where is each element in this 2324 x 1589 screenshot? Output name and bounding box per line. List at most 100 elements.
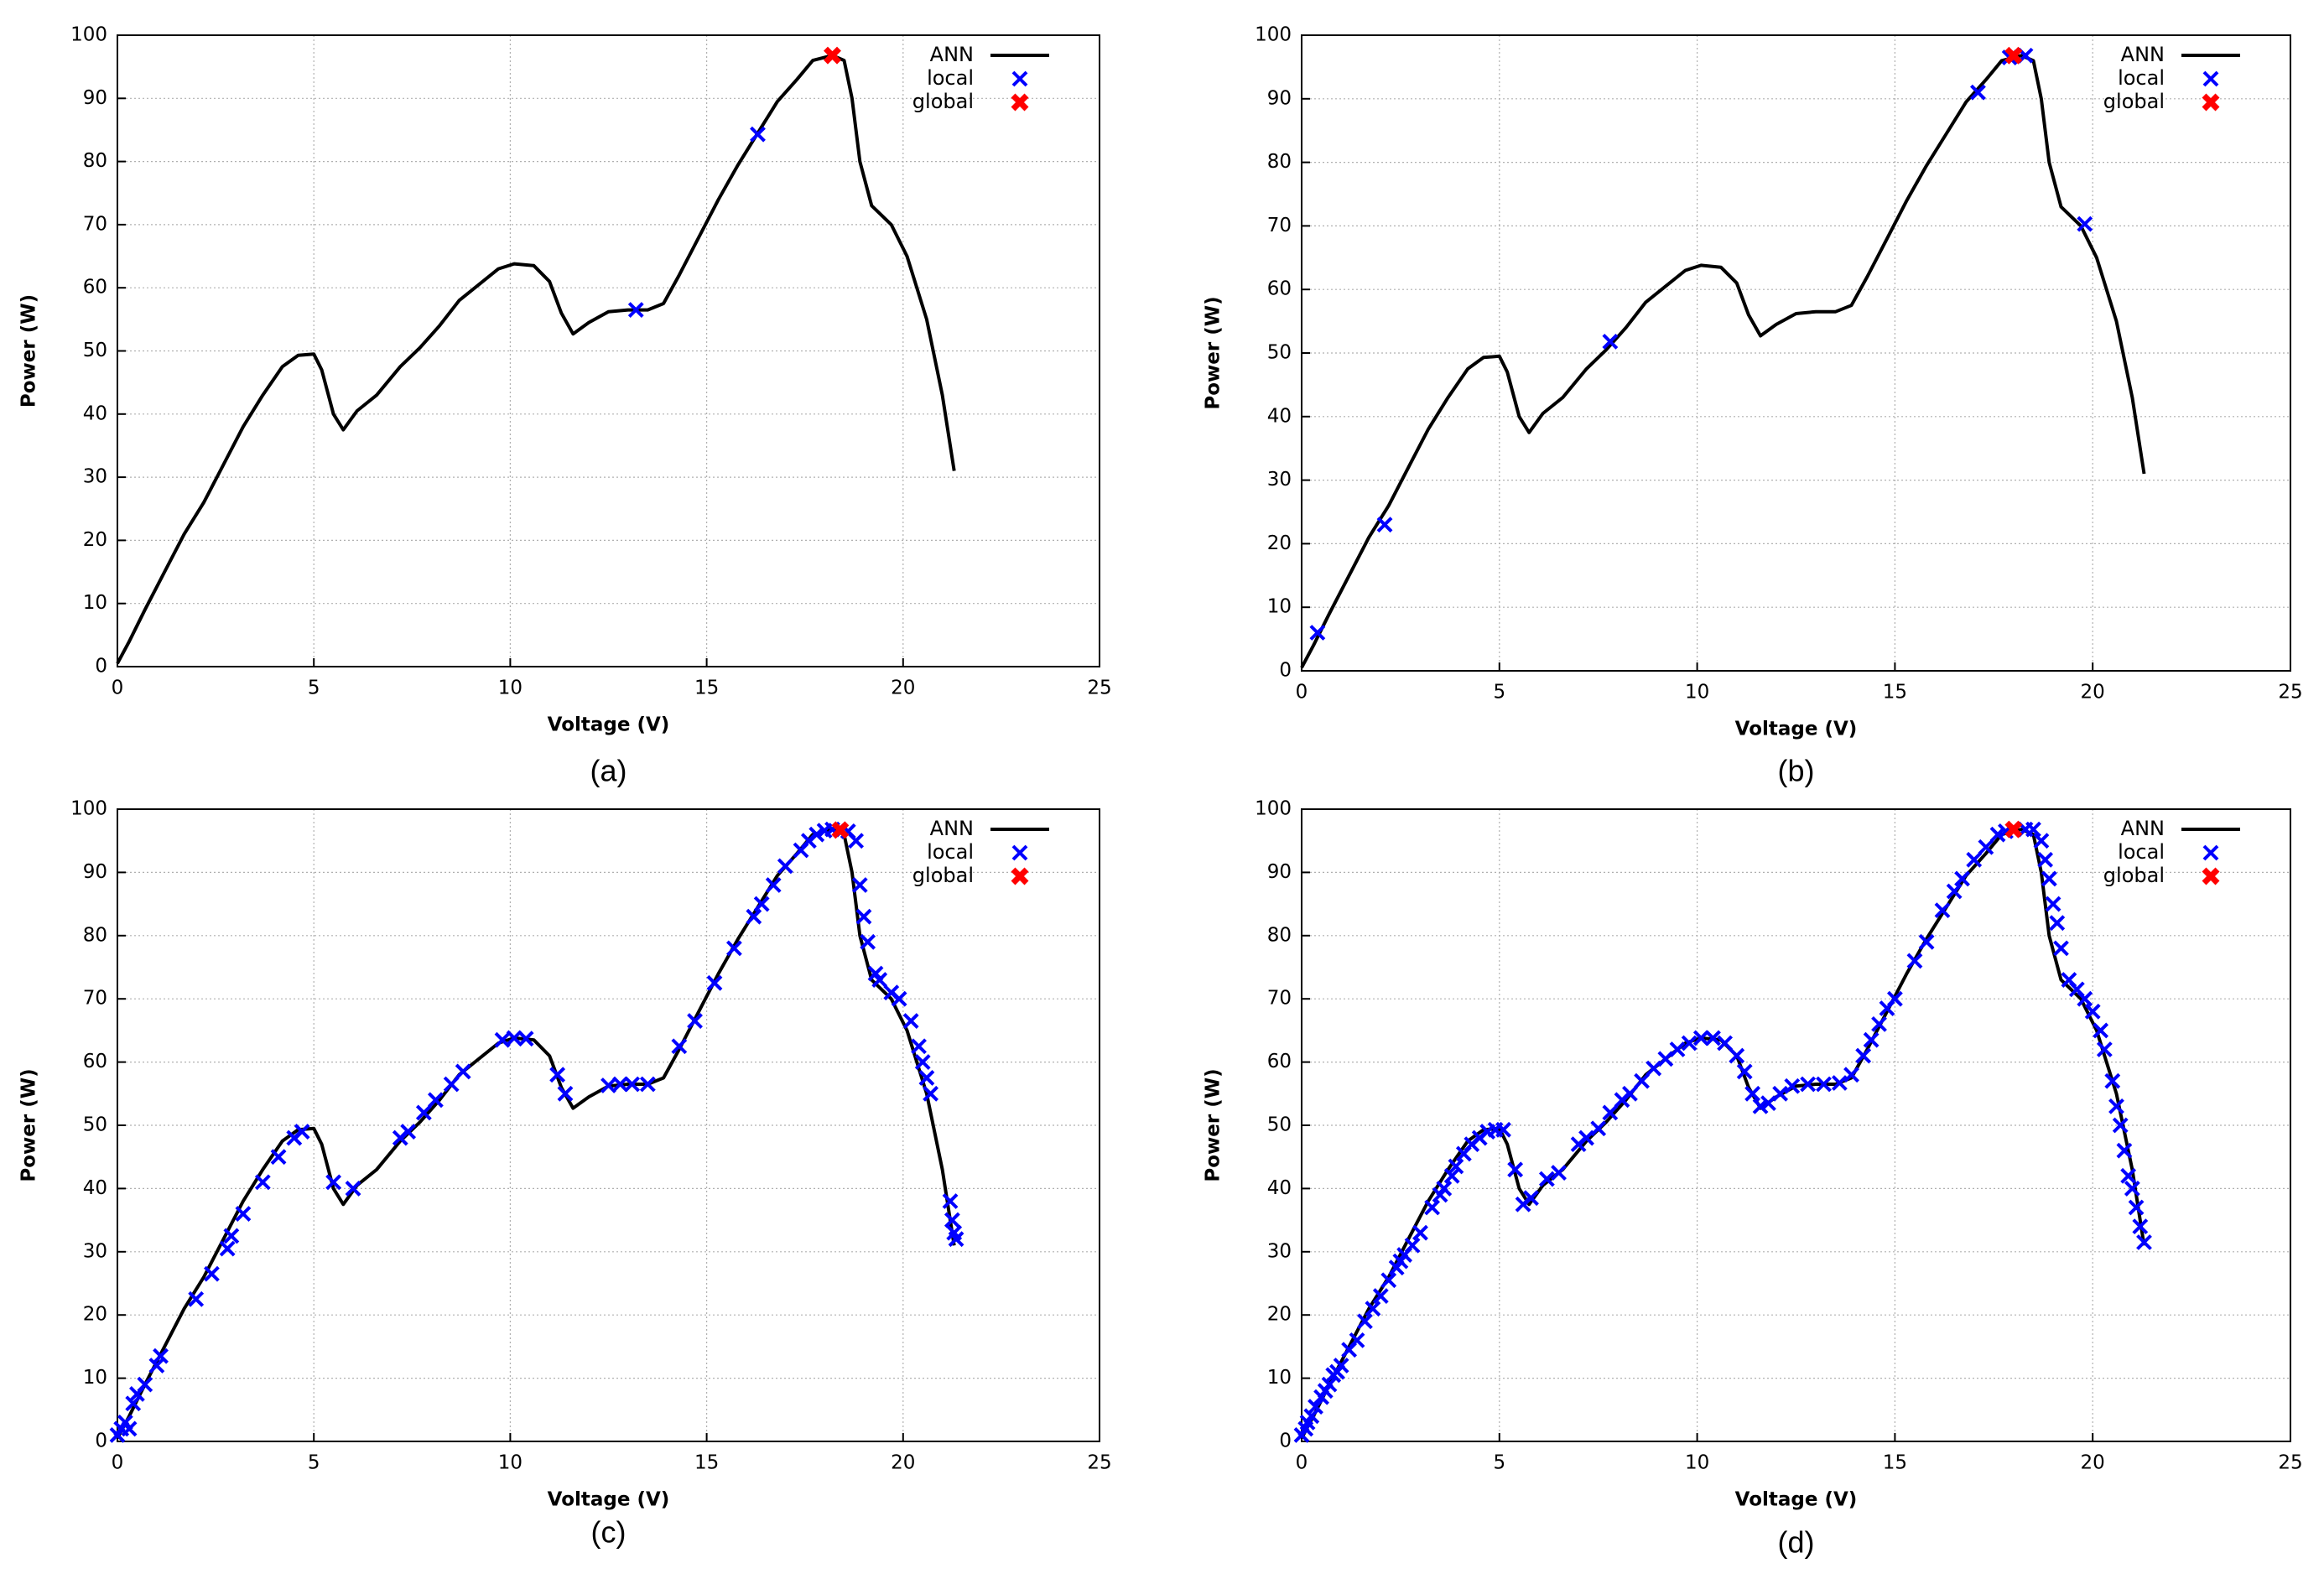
data-point [750, 126, 766, 143]
data-point [400, 1124, 417, 1140]
data-point [914, 1054, 931, 1071]
x-tick-label: 0 [112, 678, 124, 699]
data-point [204, 1265, 220, 1282]
data-point [911, 1038, 927, 1055]
data-point [1590, 1120, 1607, 1137]
data-point [1934, 902, 1951, 919]
data-point [1523, 1190, 1539, 1207]
data-point [1978, 839, 1994, 855]
data-point [1448, 1158, 1464, 1175]
y-tick-label: 10 [83, 1367, 107, 1389]
data-point [2033, 833, 2050, 849]
x-tick-label: 0 [1296, 682, 1308, 704]
data-point [1681, 1035, 1698, 1052]
data-point [2077, 216, 2093, 232]
plot-frame [117, 34, 1100, 667]
y-tick-label: 0 [1279, 660, 1292, 682]
x-tick-label: 15 [694, 678, 719, 699]
data-point [1831, 1075, 1848, 1091]
y-tick-label: 70 [1267, 215, 1292, 236]
y-axis-label: Power (W) [18, 294, 40, 408]
legend-label: local [2118, 66, 2165, 90]
data-point [1954, 870, 1970, 887]
data-point [871, 972, 888, 988]
data-point [153, 1348, 169, 1364]
x-tick-label: 5 [1493, 1452, 1505, 1474]
data-point [1321, 1376, 1338, 1393]
y-tick-label: 70 [1267, 988, 1292, 1010]
data-point [725, 940, 742, 957]
y-tick-label: 30 [1267, 1240, 1292, 1262]
x-tick-label: 15 [1883, 682, 1907, 704]
data-point [1602, 1104, 1619, 1121]
data-point [2116, 1142, 2133, 1159]
data-point [2004, 820, 2023, 839]
data-point [1800, 1076, 1817, 1093]
y-tick-label: 10 [83, 592, 107, 614]
data-point [1657, 1051, 1674, 1067]
ann-line [116, 54, 956, 665]
data-point [687, 1013, 703, 1030]
y-tick-label: 100 [1255, 24, 1292, 46]
data-point [219, 1240, 236, 1257]
x-axis-label: Voltage (V) [548, 714, 670, 736]
y-tick-label: 90 [83, 87, 107, 109]
y-tick-label: 50 [83, 340, 107, 361]
chart: 0 10 20 30 40 50 60 70 80 90 100 0 5 10 15 20 25 Voltage … [1203, 798, 2303, 1560]
y-tick-label: 80 [1267, 151, 1292, 173]
data-point [1966, 851, 1983, 868]
x-tick-label: 5 [308, 678, 320, 699]
legend-swatch [2202, 93, 2220, 112]
x-tick-label: 20 [2081, 1452, 2105, 1474]
x-tick-label: 10 [498, 678, 523, 699]
y-tick-label: 50 [1267, 1114, 1292, 1136]
data-point [1404, 1237, 1421, 1254]
data-point [848, 833, 865, 849]
x-tick-label: 5 [1493, 682, 1505, 704]
chart: 0 10 20 30 40 50 60 70 80 90 100 0 5 10 15 20 25 Voltage … [18, 24, 1112, 788]
legend-label: local [927, 840, 974, 864]
y-tick-label: 30 [1267, 469, 1292, 491]
data-point [1349, 1332, 1365, 1348]
legend-label: ANN [930, 817, 974, 840]
chart: 0 10 20 30 40 50 60 70 80 90 100 0 5 10 15 20 25 Voltage … [18, 798, 1112, 1550]
data-point [1436, 1180, 1453, 1197]
data-point [2093, 1022, 2109, 1039]
y-tick-label: 100 [70, 24, 107, 46]
data-point [1551, 1165, 1567, 1181]
y-tick-label: 90 [1267, 861, 1292, 883]
data-point [1646, 1060, 1662, 1077]
data-point [1736, 1063, 1753, 1080]
data-point [1729, 1047, 1745, 1064]
data-point [415, 1104, 432, 1121]
data-point [1816, 1076, 1832, 1093]
data-point [1855, 1047, 1872, 1064]
data-point [2045, 896, 2061, 912]
data-point [494, 1031, 511, 1048]
x-tick-label: 20 [2081, 682, 2105, 704]
data-point [2049, 915, 2066, 932]
data-point [1380, 1272, 1397, 1289]
data-point [942, 1193, 959, 1209]
y-tick-label: 0 [95, 656, 107, 678]
caption: (a) [590, 754, 627, 788]
data-point [325, 1174, 342, 1191]
data-point [1357, 1313, 1373, 1330]
data-point [1871, 1015, 1887, 1032]
data-point [549, 1067, 566, 1083]
data-point [777, 858, 793, 875]
data-point [2096, 1041, 2113, 1057]
legend-label: global [2103, 90, 2165, 113]
data-point [2037, 851, 2054, 868]
legend-label: ANN [930, 43, 974, 66]
data-point [944, 1212, 960, 1228]
x-tick-label: 10 [1685, 1452, 1709, 1474]
legend-label: ANN [2121, 43, 2165, 66]
data-point [121, 1420, 138, 1437]
y-tick-label: 60 [1267, 278, 1292, 300]
data-point [294, 1124, 310, 1140]
data-point [2124, 1180, 2140, 1197]
data-point [706, 974, 723, 991]
data-point [1365, 1301, 1381, 1317]
legend-label: global [2103, 864, 2165, 887]
